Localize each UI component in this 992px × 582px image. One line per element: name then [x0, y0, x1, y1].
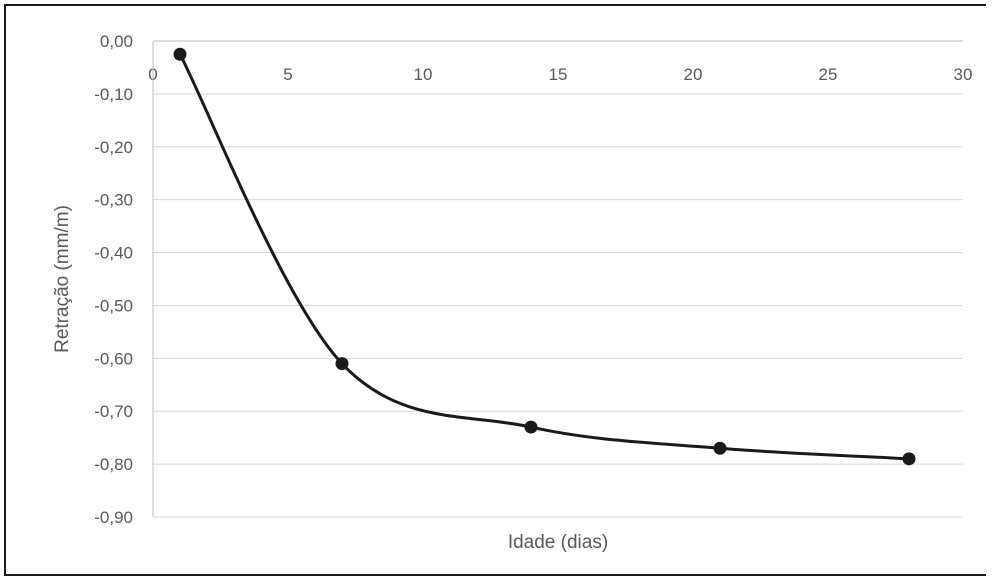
y-tick-label: -0,60 — [94, 349, 133, 368]
y-tick-label: -0,10 — [94, 85, 133, 104]
y-tick-label: -0,30 — [94, 191, 133, 210]
data-point — [902, 452, 916, 466]
x-tick-label: 10 — [414, 65, 433, 84]
data-point — [524, 420, 538, 434]
x-tick-label: 25 — [819, 65, 838, 84]
y-tick-label: -0,20 — [94, 138, 133, 157]
y-tick-label: 0,00 — [100, 32, 133, 51]
data-point — [173, 47, 187, 61]
series-layer — [173, 47, 916, 466]
y-axis-title: Retração (mm/m) — [52, 205, 73, 353]
gridlines — [153, 93, 963, 518]
data-point — [335, 357, 349, 371]
x-tick-label: 15 — [549, 65, 568, 84]
y-tick-label: -0,50 — [94, 296, 133, 315]
y-tick-label: -0,80 — [94, 455, 133, 474]
y-tick-label: -0,40 — [94, 244, 133, 263]
chart-frame — [4, 4, 986, 576]
y-tick-label: -0,70 — [94, 402, 133, 421]
x-tick-label: 30 — [954, 65, 973, 84]
x-tick-label: 20 — [684, 65, 703, 84]
y-axis: 0,00 -0,10 -0,20 -0,30 -0,40 -0,50 -0,60 -0,70 -… — [94, 32, 154, 527]
series-line — [178, 53, 910, 461]
x-tick-label: 5 — [283, 65, 292, 84]
x-axis: 0 5 10 15 20 25 30 — [148, 40, 973, 84]
y-tick-label: -0,90 — [94, 508, 133, 527]
x-axis-title: Idade (dias) — [508, 532, 608, 553]
data-point — [713, 441, 727, 455]
